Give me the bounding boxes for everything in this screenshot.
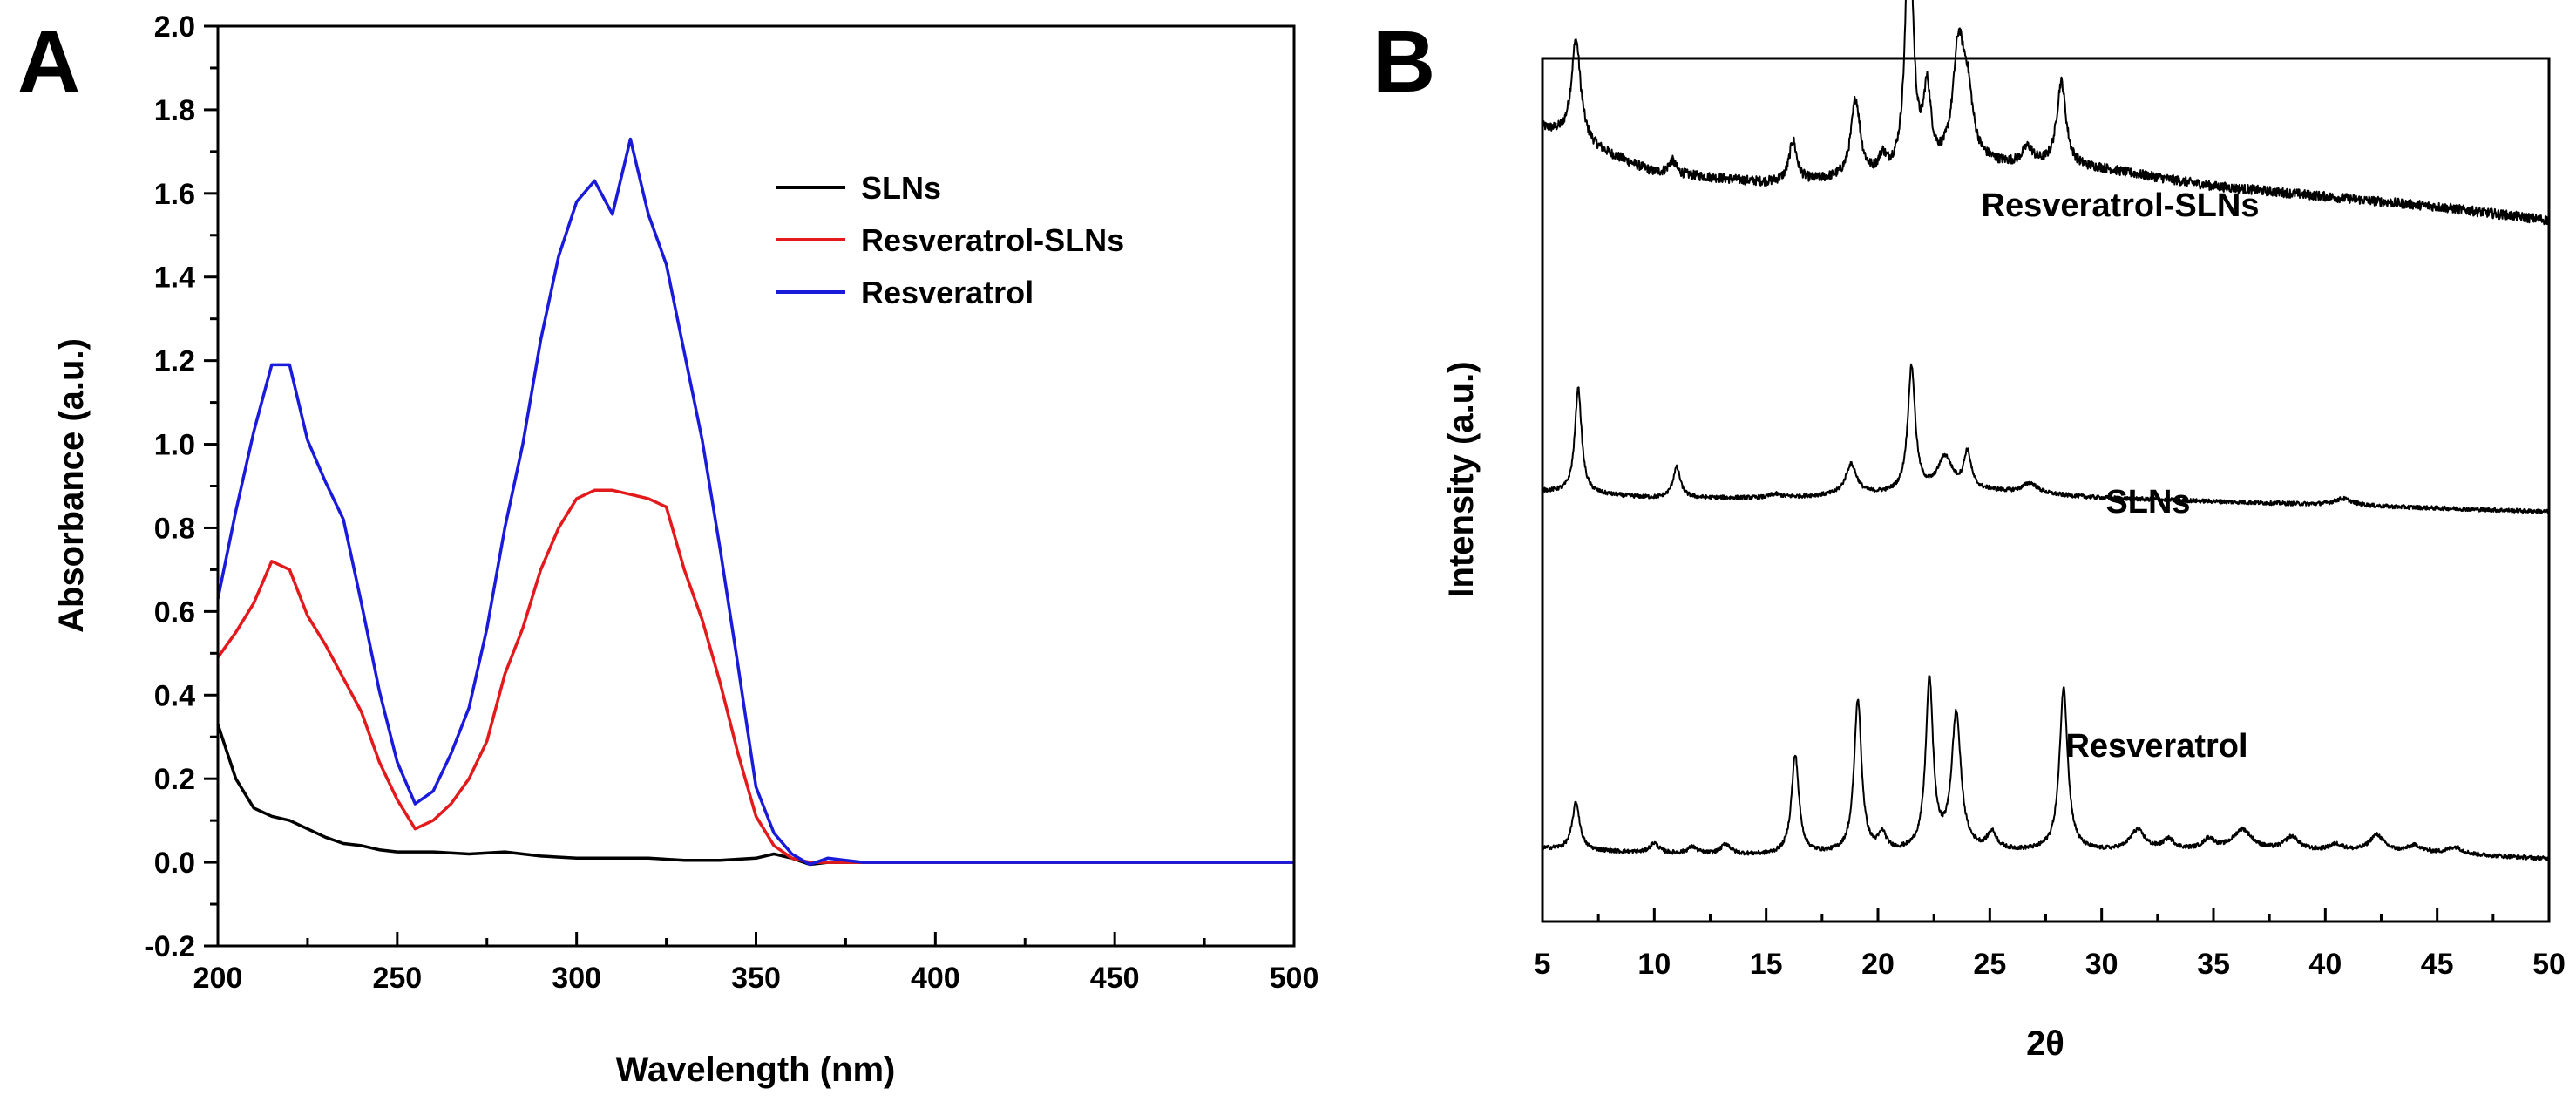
panel-a-x-tick-label: 450 [1090, 962, 1140, 995]
panel-a-x-tick-label: 400 [911, 962, 960, 995]
panel-a-ticks: 200 250 300 350 400 450 500 -0.2 0.0 0.2 0.4 0.6 0.8… [144, 10, 1319, 995]
panel-b-trace-labels: Resveratrol-SLNs SLNs Resveratrol [1982, 187, 2260, 765]
panel-a-letter: A [17, 13, 80, 111]
panel-a-y-axis-title: Absorbance (a.u.) [52, 338, 91, 633]
panel-a-y-tick-label: 0.0 [154, 847, 195, 880]
panel-a-legend: SLNs Resveratrol-SLNs Resveratrol [776, 170, 1124, 310]
xrd-trace-resveratrol [1542, 675, 2550, 861]
panel-a-x-tick-label: 200 [193, 962, 243, 995]
series-line-resveratrol-slns [216, 488, 1294, 864]
legend-label-resveratrol-slns: Resveratrol-SLNs [861, 222, 1124, 258]
trace-label-slns: SLNs [2105, 484, 2190, 520]
panel-a-plot-frame [216, 24, 1296, 948]
panel-b-x-tick-label: 20 [1861, 948, 1895, 981]
series-line-resveratrol [216, 137, 1294, 867]
panel-b-letter: B [1373, 13, 1435, 111]
panel-a-y-tick-label: 0.2 [154, 763, 195, 796]
series-line-slns [216, 724, 1294, 867]
panel-a-y-tick-label: 1.0 [154, 429, 195, 462]
panel-b-series [1542, 0, 2550, 861]
panel-b-x-tick-label: 30 [2085, 948, 2118, 981]
xrd-trace-resveratrol-slns [1542, 0, 2550, 226]
panel-b-x-axis-title: 2θ [2026, 1024, 2064, 1063]
panel-a-y-tick-label: 0.6 [154, 595, 195, 629]
panel-a-x-tick-label: 350 [731, 962, 781, 995]
panel-a-y-tick-label: 1.8 [154, 94, 195, 127]
panel-a-y-tick-label: 2.0 [154, 10, 195, 44]
panel-a: A 200 250 300 350 400 450 500 -0.2 0.0 0.2 0.4 0.6 0… [17, 10, 1319, 1089]
panel-a-y-tick-label: -0.2 [144, 930, 195, 963]
panel-a-x-axis-title: Wavelength (nm) [616, 1051, 896, 1089]
panel-a-x-tick-label: 500 [1270, 962, 1319, 995]
panel-b-x-tick-label: 15 [1750, 948, 1783, 981]
xrd-trace-slns [1542, 363, 2550, 514]
trace-label-resveratrol-slns: Resveratrol-SLNs [1982, 187, 2260, 224]
panel-b-x-tick-label: 5 [1535, 948, 1551, 981]
panel-a-y-tick-label: 1.6 [154, 178, 195, 211]
panel-a-y-tick-label: 1.4 [154, 262, 195, 295]
panel-b-plot-frame [1541, 57, 2551, 923]
panel-b-y-axis-title: Intensity (a.u.) [1442, 361, 1481, 597]
panel-b-x-tick-label: 40 [2308, 948, 2342, 981]
panel-b-x-tick-label: 10 [1637, 948, 1671, 981]
panel-b-x-tick-label: 45 [2421, 948, 2454, 981]
trace-label-resveratrol: Resveratrol [2065, 728, 2247, 765]
panel-b-x-tick-label: 35 [2197, 948, 2230, 981]
panel-a-series [216, 137, 1294, 867]
panel-b-x-tick-label: 25 [1973, 948, 2006, 981]
panel-b-ticks: 5 10 15 20 25 30 35 40 45 50 [1535, 908, 2566, 981]
legend-label-resveratrol: Resveratrol [861, 275, 1034, 310]
panel-a-y-tick-label: 0.4 [154, 679, 195, 712]
panel-a-y-tick-label: 1.2 [154, 345, 195, 378]
panel-b: B 5 10 15 20 25 30 35 40 45 50 Resveratrol-SLNs SL… [1373, 0, 2566, 1063]
legend-label-slns: SLNs [861, 170, 941, 206]
panel-a-x-tick-label: 300 [552, 962, 601, 995]
panel-b-x-tick-label: 50 [2532, 948, 2566, 981]
panel-a-x-tick-label: 250 [372, 962, 422, 995]
panel-a-y-tick-label: 0.8 [154, 512, 195, 545]
